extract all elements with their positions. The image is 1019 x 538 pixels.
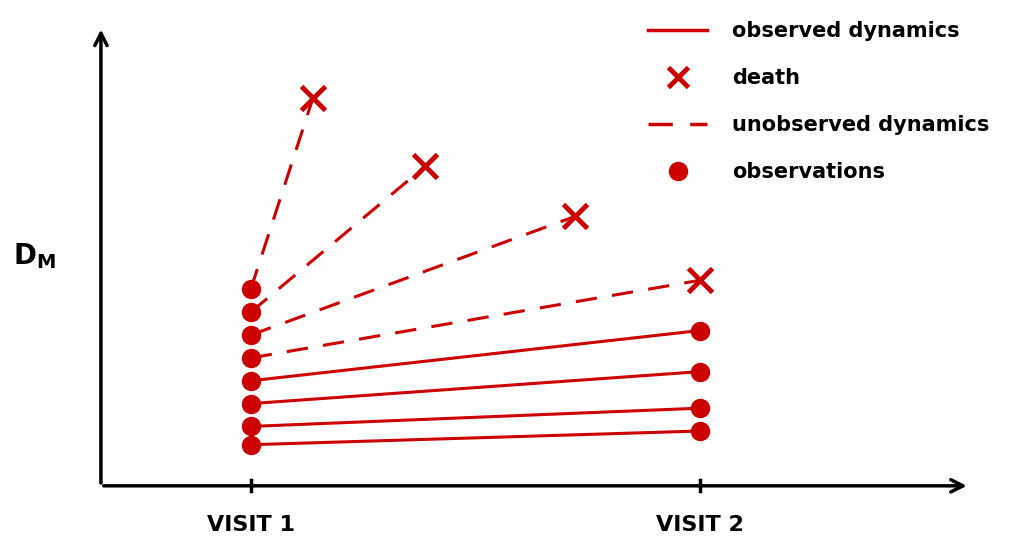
Text: VISIT 2: VISIT 2: [655, 515, 743, 535]
Legend: observed dynamics, death, unobserved dynamics, observations: observed dynamics, death, unobserved dyn…: [648, 21, 988, 182]
Text: VISIT 1: VISIT 1: [207, 515, 294, 535]
Text: $\mathbf{D_M}$: $\mathbf{D_M}$: [13, 242, 56, 271]
